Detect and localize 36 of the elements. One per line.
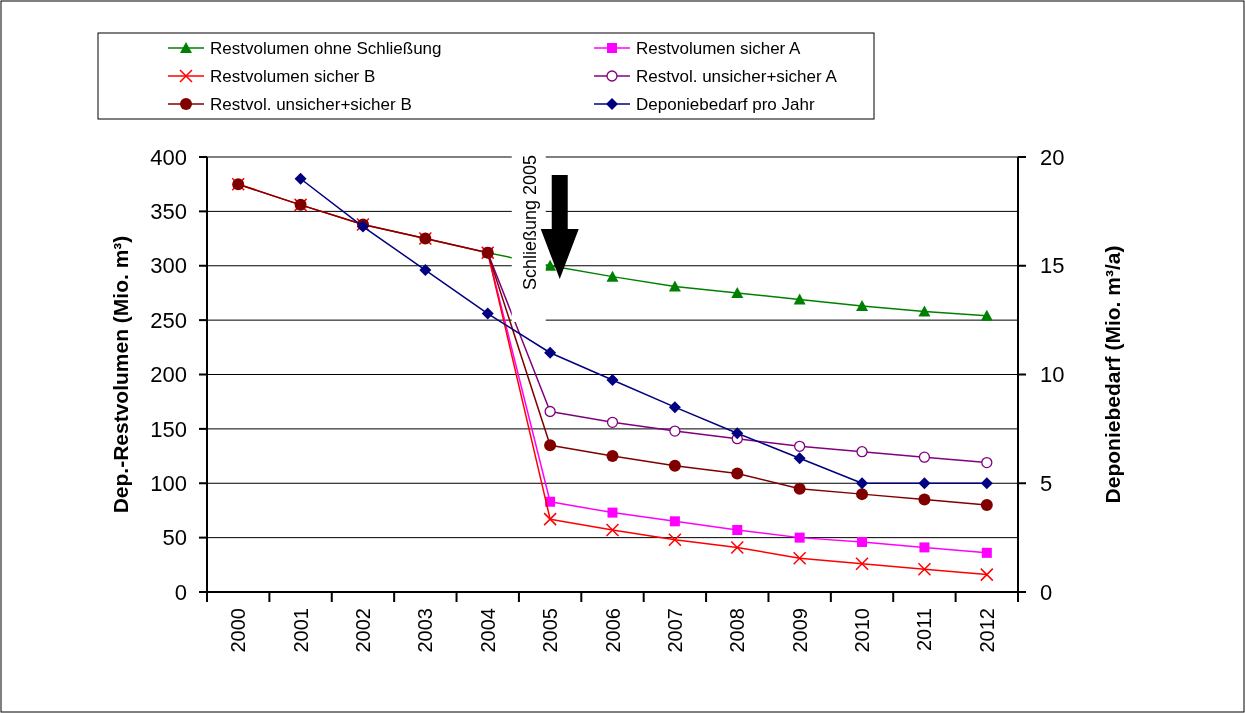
x-tick-label: 2010 [851, 608, 874, 653]
legend-label: Restvol. unsicher+sicher A [636, 66, 838, 86]
x-tick-label: 2003 [414, 608, 437, 653]
y-tick-label: 300 [150, 253, 187, 279]
y2-tick-label: 15 [1040, 253, 1065, 279]
x-tick-label: 2005 [539, 608, 562, 653]
y2-tick-label: 10 [1040, 362, 1065, 388]
x-tick-label: 2004 [476, 608, 499, 653]
y-tick-label: 100 [150, 470, 187, 496]
x-tick-label: 2002 [351, 608, 374, 653]
y2-tick-label: 5 [1040, 470, 1053, 496]
y-tick-label: 0 [174, 579, 187, 605]
y-tick-label: 350 [150, 199, 187, 225]
annotation: Schließung 2005 [520, 155, 541, 291]
x-tick-label: 2009 [788, 608, 811, 653]
y-axis-title: Dep.-Restvolumen (Mio. m³) [109, 235, 132, 514]
x-tick-label: 2011 [913, 608, 936, 652]
legend-label: Restvolumen sicher B [210, 66, 376, 86]
x-tick-label: 2008 [726, 608, 749, 653]
y-tick-label: 250 [150, 307, 187, 333]
y2-tick-label: 20 [1040, 144, 1065, 170]
x-tick-label: 2000 [227, 608, 250, 653]
y-tick-label: 200 [150, 362, 187, 388]
y-tick-label: 50 [162, 525, 187, 551]
y-tick-label: 150 [150, 416, 187, 442]
x-tick-label: 2006 [601, 608, 624, 653]
legend-label: Deponiebedarf pro Jahr [636, 94, 815, 114]
x-tick-label: 2007 [663, 608, 686, 653]
y2-axis-title: Deponiebedarf (Mio. m³/a) [1101, 245, 1124, 504]
x-tick-label: 2012 [975, 608, 998, 653]
y2-tick-label: 0 [1040, 579, 1053, 605]
legend-label: Restvolumen ohne Schließung [210, 38, 442, 58]
y-tick-label: 400 [150, 144, 187, 170]
x-tick-label: 2001 [289, 608, 312, 653]
legend-label: Restvol. unsicher+sicher B [210, 94, 412, 114]
legend-label: Restvolumen sicher A [636, 38, 802, 58]
